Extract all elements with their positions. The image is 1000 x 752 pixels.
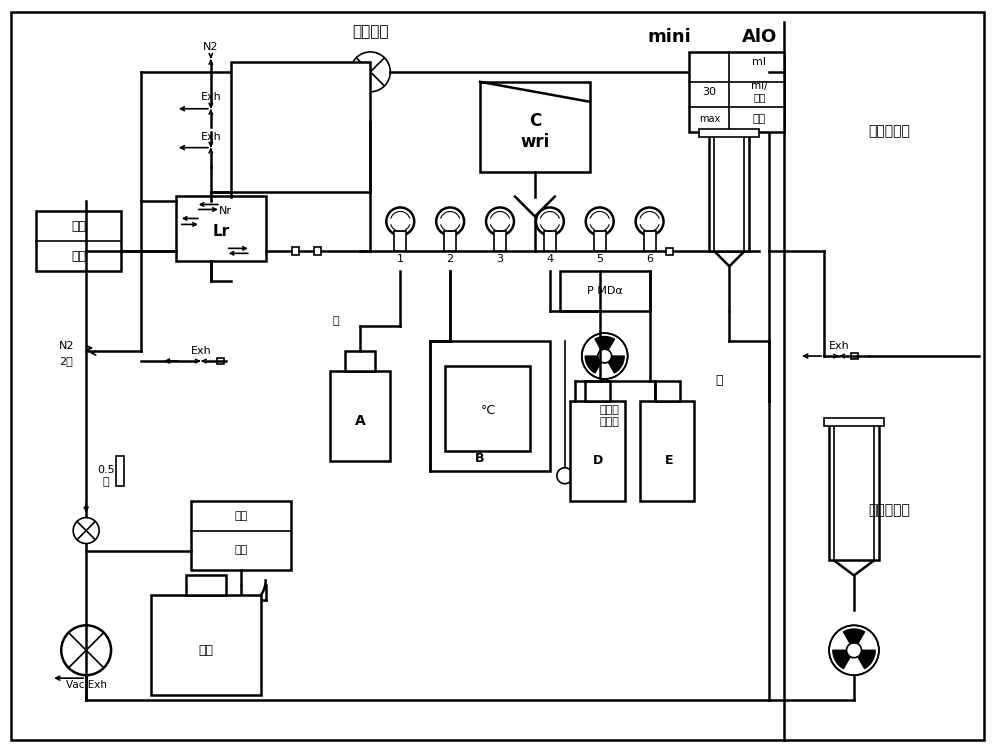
Text: 压力: 压力 [72,220,87,233]
Bar [851,353,858,359]
Text: 废物: 废物 [198,644,213,656]
Text: B: B [475,452,485,465]
Text: Nr: Nr [219,207,232,217]
Text: Exh: Exh [829,341,849,351]
Circle shape [73,517,99,544]
Circle shape [61,626,111,675]
Text: 6: 6 [646,254,653,264]
Text: Exh: Exh [200,92,221,102]
Bar [560,271,650,311]
Text: 2: 2 [447,254,454,264]
Text: N2: N2 [58,341,74,351]
Text: P MDα: P MDα [587,287,623,296]
Bar [231,62,370,192]
Text: ml: ml [752,57,766,67]
Bar [544,232,556,251]
Text: °C: °C [480,405,496,417]
Text: 1: 1 [397,254,404,264]
Text: 2巴: 2巴 [59,356,73,366]
Bar [644,232,656,251]
Circle shape [582,333,628,379]
Polygon shape [609,356,624,373]
Text: N2: N2 [203,42,219,52]
Bar [445,366,530,450]
Text: Vac Exh: Vac Exh [66,680,107,690]
Circle shape [557,468,573,484]
Bar [345,351,375,371]
Bar [176,196,266,261]
Circle shape [598,349,612,363]
Text: Exh: Exh [200,132,221,141]
Text: C
wri: C wri [520,112,550,151]
Bar [191,501,291,571]
Bar [689,52,784,132]
Text: Exh: Exh [190,346,211,356]
Bar [444,232,456,251]
Bar [494,232,506,251]
Circle shape [350,52,390,92]
Bar [655,381,680,401]
Text: 镥氧奥曲肽: 镥氧奥曲肽 [868,125,910,138]
Bar [824,418,884,426]
Bar [236,597,246,603]
Text: 镥氧奥曲肽: 镥氧奥曲肽 [868,504,910,517]
Bar [480,82,590,171]
Bar [394,232,406,251]
Bar [330,371,390,461]
Bar [570,401,625,501]
Text: 搶: 搶 [332,316,339,326]
Text: 毫巴: 毫巴 [72,250,87,263]
Bar [666,248,673,255]
Polygon shape [585,356,601,373]
Text: 真空: 真空 [234,511,247,520]
Text: max: max [699,114,720,124]
Text: 0.5
巴: 0.5 巴 [97,465,115,487]
Text: 3: 3 [496,254,504,264]
Circle shape [636,208,664,235]
Circle shape [536,208,564,235]
Text: 传入活动: 传入活动 [352,25,389,39]
Bar [217,358,224,364]
Text: 反应器
缓冲液: 反应器 缓冲液 [600,405,620,426]
Bar [36,211,121,271]
Text: ml/
毫巴: ml/ 毫巴 [751,81,768,102]
Bar [430,341,550,471]
Bar [151,596,261,695]
Text: A: A [355,414,366,428]
Polygon shape [595,337,614,349]
Circle shape [486,208,514,235]
Text: 4: 4 [546,254,553,264]
Text: 毫巴: 毫巴 [753,114,766,124]
Bar [829,421,879,560]
Text: 5: 5 [596,254,603,264]
Polygon shape [858,650,875,669]
Text: Lr: Lr [212,224,229,239]
Bar [116,456,124,486]
Text: E: E [665,454,674,467]
Bar [314,247,321,256]
Bar [292,247,299,256]
Bar [709,132,749,251]
Text: 30: 30 [702,86,716,97]
Text: 肽: 肽 [716,374,723,387]
Bar [186,575,226,596]
Text: mini: mini [648,28,691,46]
Bar [585,381,610,401]
Text: D: D [593,454,603,467]
Polygon shape [843,629,865,643]
Text: AlO: AlO [742,28,777,46]
Bar [640,401,694,501]
Circle shape [386,208,414,235]
Bar [594,232,606,251]
Circle shape [436,208,464,235]
Circle shape [586,208,614,235]
Polygon shape [833,650,850,669]
Circle shape [829,626,879,675]
Circle shape [847,643,861,658]
Text: 毫巴: 毫巴 [234,545,247,556]
Bar [699,129,759,137]
